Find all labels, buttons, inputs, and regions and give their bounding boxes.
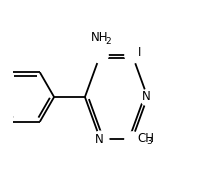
- Text: 3: 3: [146, 137, 152, 146]
- Text: N: N: [142, 90, 151, 103]
- Text: NH: NH: [91, 31, 108, 44]
- Text: N: N: [95, 133, 103, 146]
- Text: CH: CH: [138, 132, 155, 145]
- Text: I: I: [138, 46, 142, 59]
- Text: 2: 2: [105, 37, 111, 46]
